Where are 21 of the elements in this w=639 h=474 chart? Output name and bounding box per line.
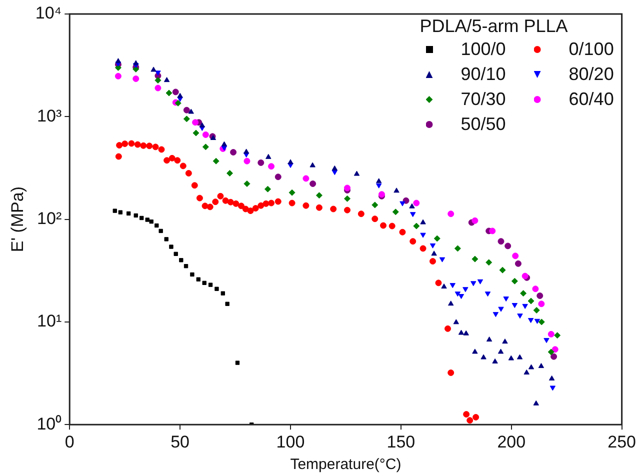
y-axis-title: E' (MPa) (8, 186, 27, 252)
y-tick-label: 10¹ (37, 312, 62, 331)
y-tick-label: 10³ (37, 106, 62, 126)
legend-label: 100/0 (460, 39, 506, 60)
x-tick-label: 150 (386, 432, 416, 452)
y-tick-label: 10⁴ (35, 4, 62, 23)
x-tick-label: 50 (170, 432, 190, 452)
legend-title: PDLA/5-arm PLLA (420, 16, 569, 37)
x-tick-label: 200 (497, 432, 526, 452)
y-tick-label: 10² (37, 208, 62, 228)
legend-label: 50/50 (460, 114, 506, 135)
x-tick-label: 250 (608, 432, 636, 452)
x-tick-label: 0 (64, 432, 74, 452)
x-axis-title: Temperature(°C) (290, 456, 402, 474)
legend-label: 60/40 (568, 89, 614, 110)
legend-label: 0/100 (568, 39, 614, 60)
x-tick-label: 100 (276, 432, 305, 452)
legend-label: 90/10 (460, 64, 506, 85)
y-tick-label: 10⁰ (36, 414, 62, 434)
legend-label: 70/30 (460, 89, 506, 110)
legend-label: 80/20 (568, 64, 614, 85)
